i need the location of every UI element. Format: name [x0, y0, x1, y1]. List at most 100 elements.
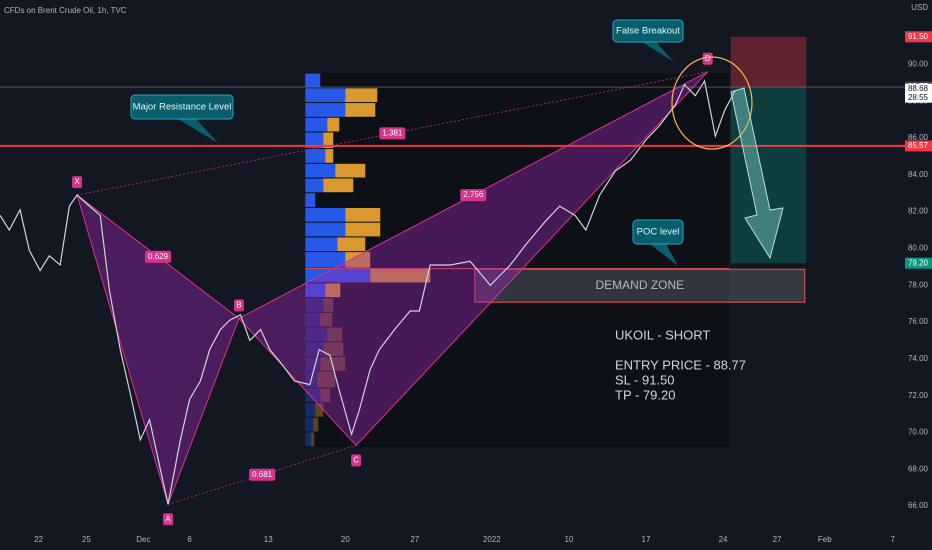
point-label: C — [353, 455, 359, 464]
currency: USD — [911, 3, 928, 12]
ratio-box — [249, 468, 276, 481]
callout-text: False Breakout — [616, 26, 680, 37]
x-tick-label: 10 — [564, 535, 573, 544]
profile-up — [305, 237, 338, 252]
ratio-label: 1.381 — [382, 129, 403, 138]
point-label-box — [233, 299, 244, 312]
callout-pointer — [178, 119, 218, 143]
y-tick-label: 78.00 — [908, 280, 929, 289]
y-tick-label: 84.00 — [908, 170, 929, 179]
profile-up — [305, 207, 346, 222]
profile-up — [305, 73, 321, 88]
profile-up — [305, 149, 326, 163]
profile-down — [325, 149, 334, 163]
profile-down — [317, 371, 336, 388]
profile-up — [305, 312, 321, 327]
y-tick-label: 68.00 — [908, 464, 929, 473]
y-tick-label: 86.00 — [908, 133, 929, 142]
stop-zone — [730, 36, 807, 88]
point-label: B — [236, 300, 241, 309]
profile-up — [305, 298, 324, 312]
y-tick-label: 90.00 — [908, 60, 929, 69]
y-tick-label: 72.00 — [908, 391, 929, 400]
point-label: D — [705, 54, 711, 63]
profile-down — [315, 403, 324, 417]
profile-down — [320, 388, 331, 403]
y-tick-label: 76.00 — [908, 317, 929, 326]
x-tick-label: 6 — [187, 535, 192, 544]
profile-down — [335, 163, 366, 178]
x-tick-label: Dec — [136, 535, 150, 544]
trade-note: ENTRY PRICE - 88.77 — [615, 357, 746, 372]
ratio-label: 2.756 — [463, 190, 484, 199]
price-line — [0, 79, 736, 505]
last-price: 88.68 — [908, 84, 929, 93]
profile-down — [345, 252, 371, 268]
trade-note: UKOIL - SHORT — [615, 327, 710, 342]
y-tick-label: 70.00 — [908, 428, 929, 437]
x-tick-label: 7 — [890, 535, 895, 544]
y-tick-label: 74.00 — [908, 354, 929, 363]
target-zone — [730, 87, 807, 264]
callout-box — [632, 219, 684, 245]
profile-down — [345, 207, 381, 222]
ratio-box — [460, 189, 487, 202]
x-tick-label: 20 — [341, 535, 350, 544]
callout-pointer — [650, 244, 678, 266]
profile-up — [305, 117, 328, 132]
y-tick-label: 80.00 — [908, 244, 929, 253]
profile-down — [320, 312, 333, 327]
trade-note: TP - 79.20 — [615, 387, 675, 402]
profile-up — [305, 132, 324, 149]
point-label-box — [702, 52, 713, 65]
profile-up — [305, 388, 321, 403]
x-tick-label: 27 — [410, 535, 419, 544]
profile-down — [370, 268, 431, 283]
breakout-circle — [671, 56, 753, 150]
profile-up — [305, 283, 326, 298]
callout-text: POC level — [637, 227, 680, 238]
x-tick-label: 13 — [264, 535, 273, 544]
profile-down — [323, 132, 334, 149]
stop-price: 91.50 — [908, 32, 929, 41]
profile-down — [323, 178, 354, 193]
resistance-price-box — [905, 140, 932, 152]
demand-label: DEMAND ZONE — [595, 278, 684, 292]
ratio-line — [167, 445, 357, 505]
profile-down — [345, 88, 378, 103]
x-tick-label: 25 — [82, 535, 91, 544]
profile-up — [305, 88, 346, 103]
chart-title: CFDs on Brent Crude Oil, 1h, TVC — [4, 6, 127, 15]
profile-down — [337, 237, 366, 252]
profile-down — [327, 117, 340, 132]
profile-up — [305, 417, 314, 432]
profile-down — [313, 417, 319, 432]
profile-up — [305, 193, 316, 207]
ratio-box — [145, 250, 172, 263]
x-tick-label: 24 — [719, 535, 728, 544]
profile-down — [323, 342, 344, 357]
profile-up — [305, 327, 328, 342]
y-tick-label: 66.00 — [908, 501, 929, 510]
profile-up — [305, 178, 324, 193]
resistance-price: 85.57 — [908, 141, 929, 150]
profile-down — [327, 327, 343, 342]
down-arrow — [730, 87, 784, 260]
stop-price-box — [905, 31, 932, 43]
countdown: 28:55 — [908, 93, 929, 102]
target-price: 79.20 — [908, 258, 929, 267]
callout-pointer — [642, 42, 674, 62]
profile-up — [305, 103, 346, 117]
callout-text: Major Resistance Level — [133, 102, 232, 113]
profile-down — [311, 432, 315, 447]
x-tick-label: 22 — [34, 535, 43, 544]
profile-up — [305, 222, 346, 237]
profile-down — [323, 298, 334, 312]
profile-up — [305, 252, 346, 268]
demand-zone — [474, 268, 806, 303]
y-tick-label: 82.00 — [908, 207, 929, 216]
profile-down — [345, 103, 376, 117]
trade-note: SL - 91.50 — [615, 372, 675, 387]
point-label: X — [74, 177, 80, 186]
